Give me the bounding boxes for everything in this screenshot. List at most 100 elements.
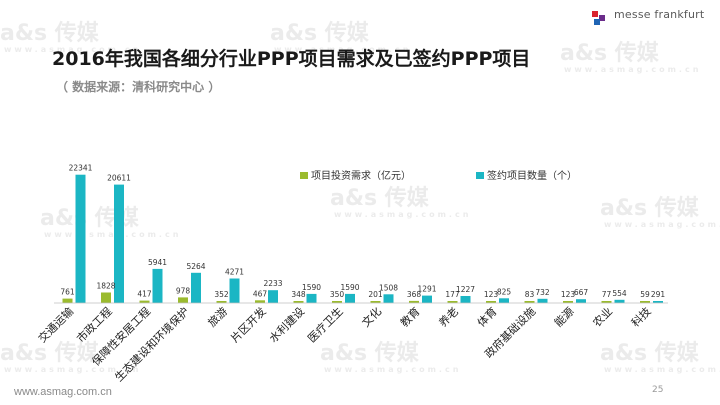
data-label-signed: 2233: [263, 279, 282, 288]
bar-investment: [640, 301, 650, 303]
data-label-signed: 825: [497, 287, 512, 296]
data-label-investment: 348: [291, 290, 306, 299]
bar-signed: [152, 268, 163, 303]
logo-square-red: [592, 11, 598, 17]
chart-data-labels: 761 22341 1828 20611 417 5941 978 5264 352 4271 46…: [60, 164, 665, 299]
bar-signed: [422, 295, 432, 303]
bar-investment: [524, 301, 535, 303]
bar-investment: [601, 301, 612, 303]
bar-signed: [191, 272, 201, 303]
logo-square-blue: [594, 19, 600, 25]
watermark-url: www.asmag.com.cn: [4, 45, 141, 54]
bar-investment: [332, 301, 342, 303]
chart-legend: 项目投资需求（亿元） 签约项目数量（个）: [300, 169, 577, 182]
x-tick-label: 旅游: [205, 304, 230, 329]
bar-investment: [293, 301, 304, 303]
watermark-text: a&s 传媒: [0, 340, 100, 366]
data-label-investment: 77: [602, 290, 612, 299]
data-label-signed: 20611: [107, 174, 131, 183]
watermark-text: a&s 传媒: [270, 20, 370, 46]
data-label-investment: 123: [484, 290, 499, 299]
bar-signed: [229, 278, 240, 303]
x-tick-label: 生态建设和环境保护: [112, 304, 192, 384]
bar-investment: [409, 300, 419, 303]
slide-title: 2016年我国各细分行业PPP项目需求及已签约PPP项目: [52, 48, 531, 70]
x-tick-label: 农业: [590, 304, 615, 329]
x-tick-label: 交通运输: [35, 304, 76, 345]
watermark-url: www.asmag.com.cn: [4, 365, 141, 374]
data-label-signed: 554: [612, 289, 627, 298]
data-label-investment: 368: [407, 290, 422, 299]
legend-swatch-signed: [476, 172, 484, 179]
bar-signed: [653, 301, 663, 303]
data-label-investment: 177: [445, 290, 460, 299]
watermark-text: a&s 传媒: [560, 40, 660, 66]
bar-investment: [62, 298, 73, 303]
watermark-url: www.asmag.com.cn: [274, 45, 411, 54]
x-tick-label: 养老: [436, 304, 461, 329]
data-label-signed: 1590: [340, 283, 359, 292]
data-label-investment: 1828: [96, 282, 115, 291]
bar-signed: [576, 299, 586, 303]
data-label-signed: 1227: [456, 285, 475, 294]
bar-investment: [255, 300, 265, 303]
footer-url: www.asmag.com.cn: [14, 386, 112, 398]
messe-frankfurt-logo: [592, 11, 605, 25]
logo-text: messe frankfurt: [614, 8, 705, 21]
data-label-investment: 201: [368, 290, 383, 299]
x-tick-label: 片区开发: [228, 304, 269, 345]
watermark-text: a&s 传媒: [320, 340, 420, 366]
legend-label-signed: 签约项目数量（个）: [487, 169, 577, 182]
watermark-url: www.asmag.com.cn: [604, 365, 720, 374]
watermark-url: www.asmag.com.cn: [334, 210, 471, 219]
data-label-signed: 1508: [379, 283, 398, 292]
page-number: 25: [652, 385, 664, 395]
bar-signed: [75, 174, 86, 303]
bar-signed: [345, 293, 355, 303]
data-label-investment: 352: [214, 290, 229, 299]
bar-investment: [178, 297, 188, 303]
bar-signed: [306, 293, 317, 303]
logo-square-purple: [599, 15, 605, 21]
slide-subtitle: （ 数据来源：清科研究中心 ）: [56, 80, 221, 94]
x-tick-label: 能源: [551, 304, 576, 329]
data-label-signed: 732: [535, 288, 550, 297]
bar-signed: [499, 298, 509, 303]
watermark-url: www.asmag.com.cn: [44, 230, 181, 239]
watermark-text: a&s 传媒: [0, 20, 100, 46]
watermark-text: a&s 传媒: [40, 205, 140, 231]
watermark-text: a&s 传媒: [600, 195, 700, 221]
watermark-url: www.asmag.com.cn: [604, 220, 720, 229]
bar-investment: [216, 301, 227, 303]
legend-swatch-investment: [300, 172, 308, 179]
data-label-signed: 5264: [186, 262, 205, 271]
data-label-investment: 83: [525, 290, 535, 299]
x-tick-label: 水利建设: [266, 304, 307, 345]
bar-investment: [486, 301, 496, 303]
data-label-investment: 59: [640, 290, 650, 299]
data-label-signed: 291: [651, 290, 666, 299]
bar-investment: [447, 301, 458, 303]
data-label-signed: 22341: [69, 164, 93, 173]
x-tick-label: 文化: [359, 304, 384, 329]
bar-signed: [537, 298, 548, 303]
bar-investment: [563, 301, 573, 303]
bar-investment: [370, 301, 381, 303]
watermark-text: a&s 传媒: [600, 340, 700, 366]
bar-signed: [460, 296, 471, 303]
data-label-investment: 978: [176, 286, 191, 295]
data-label-investment: 417: [137, 290, 152, 299]
data-label-investment: 350: [330, 290, 345, 299]
data-label-signed: 1291: [417, 285, 436, 294]
chart-bars: [62, 174, 663, 303]
bar-signed: [383, 294, 394, 303]
bar-signed: [114, 184, 124, 303]
data-label-investment: 761: [60, 288, 75, 297]
x-tick-label: 科技: [628, 304, 653, 329]
bar-signed: [614, 299, 625, 303]
x-tick-label: 医疗卫生: [305, 304, 346, 345]
data-label-signed: 5941: [148, 258, 167, 267]
data-label-investment: 467: [253, 289, 268, 298]
